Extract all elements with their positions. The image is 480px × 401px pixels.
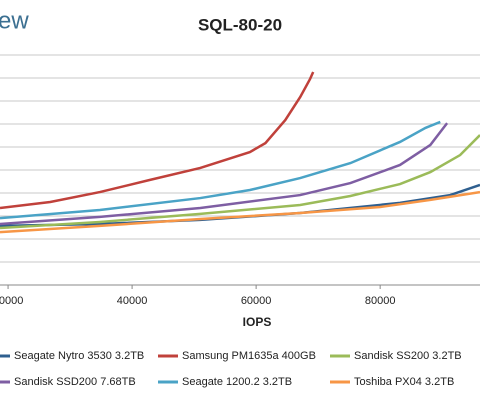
x-tick-label: 40000 [117, 295, 148, 307]
legend-label: Samsung PM1635a 400GB [182, 350, 316, 362]
series-line [0, 122, 449, 226]
x-axis-label: IOPS [243, 315, 272, 329]
legend-label: Sandisk SS200 3.2TB [354, 350, 462, 362]
x-tick-label: 80000 [365, 295, 396, 307]
series-line [0, 190, 480, 234]
legend-label: Sandisk SSD200 7.68TB [14, 376, 136, 388]
series-line [0, 134, 480, 230]
logo-text: ew [0, 7, 29, 34]
legend-label: Seagate Nytro 3530 3.2TB [14, 350, 144, 362]
series-line [0, 71, 315, 210]
x-tick-label: 20000 [0, 295, 23, 307]
legend-label: Seagate 1200.2 3.2TB [182, 376, 292, 388]
x-tick-label: 60000 [241, 295, 272, 307]
legend-label: Toshiba PX04 3.2TB [354, 376, 454, 388]
chart-title: SQL-80-20 [198, 15, 282, 34]
series-line [0, 120, 441, 220]
